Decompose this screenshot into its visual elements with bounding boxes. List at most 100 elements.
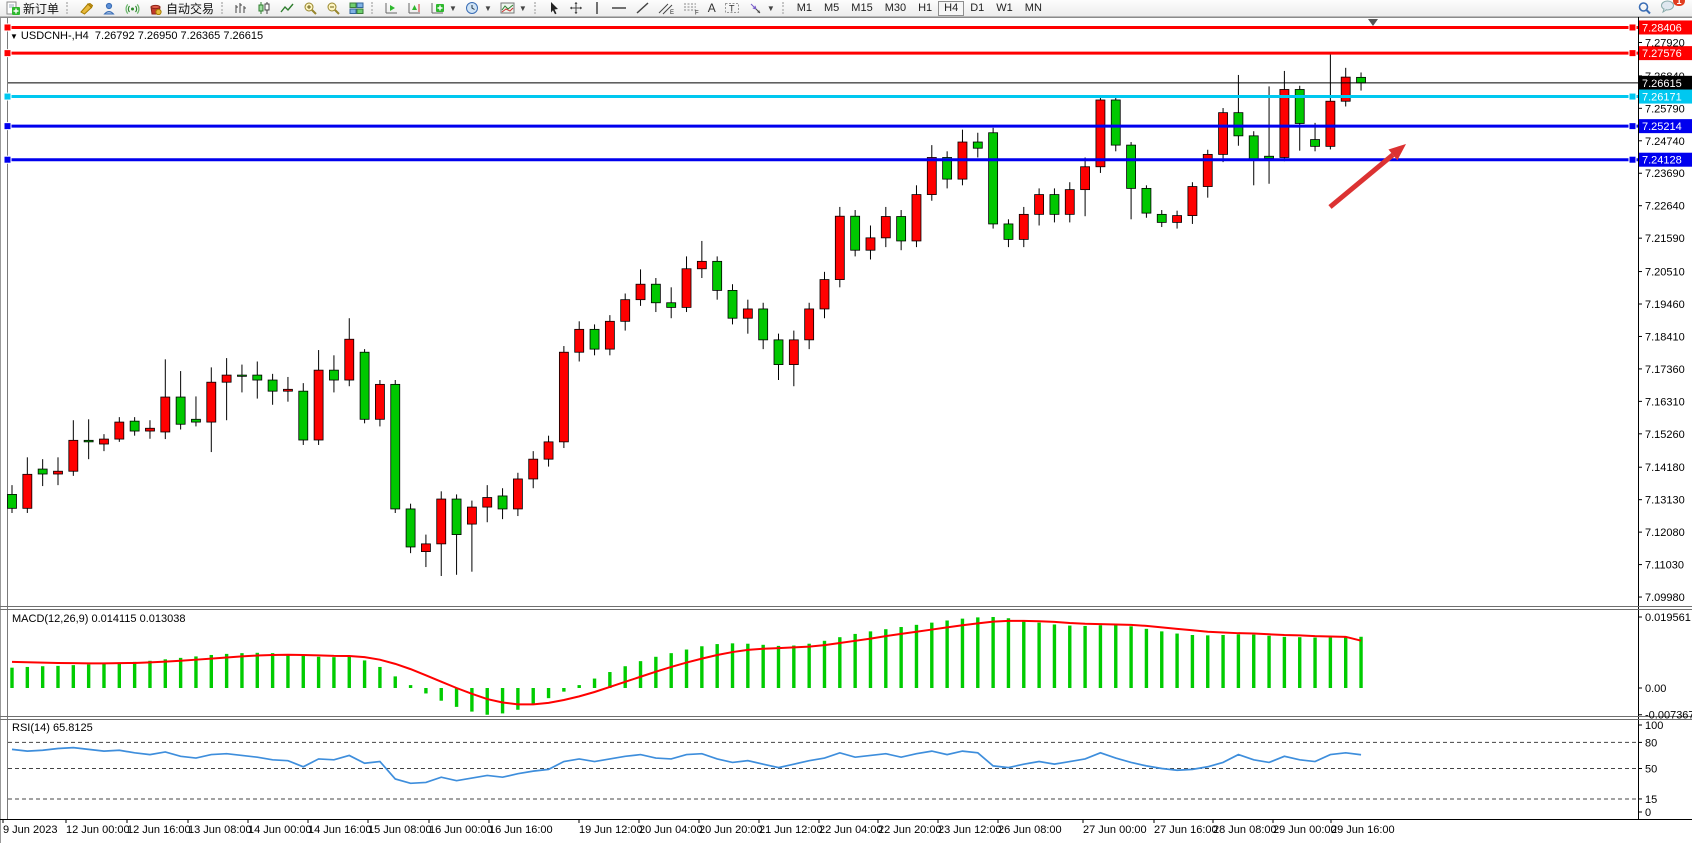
- candle[interactable]: [1110, 95, 1121, 152]
- candle[interactable]: [1156, 210, 1167, 228]
- tile-windows-button[interactable]: [345, 1, 368, 16]
- timeframe-m15[interactable]: M15: [845, 1, 878, 16]
- horizontal-line-object[interactable]: [3, 122, 1638, 131]
- timeframe-m5[interactable]: M5: [818, 1, 845, 16]
- candle[interactable]: [528, 451, 539, 489]
- indicators-button[interactable]: ▼: [426, 1, 461, 16]
- cursor-button[interactable]: [543, 1, 565, 16]
- candle[interactable]: [635, 269, 646, 306]
- candle[interactable]: [329, 355, 339, 393]
- autotrade-button[interactable]: 自动交易: [144, 1, 218, 16]
- candle[interactable]: [1018, 206, 1029, 248]
- line-handle[interactable]: [3, 23, 12, 32]
- timeframe-w1[interactable]: W1: [990, 1, 1019, 16]
- candle[interactable]: [666, 287, 677, 319]
- candle[interactable]: [359, 349, 370, 424]
- candle[interactable]: [390, 380, 401, 513]
- candle[interactable]: [1172, 210, 1182, 229]
- candle[interactable]: [405, 503, 416, 554]
- candle[interactable]: [1003, 219, 1014, 248]
- candle[interactable]: [206, 367, 217, 453]
- candle[interactable]: [451, 494, 462, 575]
- new-order-button[interactable]: 新订单: [2, 1, 63, 16]
- signals-button[interactable]: [121, 1, 144, 16]
- candle[interactable]: [926, 145, 937, 201]
- candle[interactable]: [512, 472, 523, 517]
- candle[interactable]: [175, 371, 186, 430]
- line-handle[interactable]: [1628, 23, 1637, 32]
- candle[interactable]: [436, 491, 447, 577]
- candle[interactable]: [145, 420, 155, 439]
- candle[interactable]: [727, 284, 738, 325]
- candle[interactable]: [1080, 157, 1090, 217]
- candle[interactable]: [558, 346, 569, 449]
- candle[interactable]: [99, 434, 109, 452]
- candle[interactable]: [497, 488, 508, 520]
- candle[interactable]: [22, 457, 33, 513]
- candle[interactable]: [114, 417, 125, 442]
- candle[interactable]: [988, 127, 999, 229]
- candle[interactable]: [298, 383, 309, 445]
- fibonacci-button[interactable]: F: [679, 1, 704, 16]
- styler-button[interactable]: [75, 1, 98, 16]
- candle[interactable]: [83, 419, 94, 460]
- arrow-object[interactable]: [1328, 144, 1406, 209]
- candle[interactable]: [604, 315, 615, 356]
- candle[interactable]: [1202, 149, 1213, 198]
- crosshair-button[interactable]: [565, 1, 587, 16]
- horizontal-line-object[interactable]: [3, 23, 1638, 32]
- candle[interactable]: [911, 185, 922, 248]
- candle[interactable]: [421, 534, 431, 568]
- candle[interactable]: [758, 302, 769, 350]
- candlestick-chart-button[interactable]: [253, 1, 276, 16]
- search-button[interactable]: [1633, 1, 1656, 16]
- candle[interactable]: [1141, 185, 1152, 218]
- candle[interactable]: [712, 256, 723, 300]
- text-label-button[interactable]: T: [720, 1, 744, 16]
- periods-button[interactable]: ▼: [461, 1, 496, 16]
- candle[interactable]: [37, 459, 48, 487]
- line-handle[interactable]: [3, 92, 12, 101]
- candle[interactable]: [574, 321, 585, 362]
- candle[interactable]: [1034, 188, 1045, 226]
- candle[interactable]: [1325, 53, 1336, 150]
- candle[interactable]: [543, 435, 554, 467]
- candle[interactable]: [972, 132, 983, 158]
- candle[interactable]: [160, 359, 171, 440]
- timeframe-d1[interactable]: D1: [964, 1, 990, 16]
- channel-button[interactable]: E: [654, 1, 679, 16]
- candle[interactable]: [696, 240, 707, 279]
- candle[interactable]: [1279, 70, 1290, 162]
- candle[interactable]: [1064, 182, 1075, 223]
- line-chart-button[interactable]: [276, 1, 299, 16]
- horizontal-line-object[interactable]: [3, 49, 1638, 58]
- horizontal-line-button[interactable]: [607, 1, 631, 16]
- timeframe-mn[interactable]: MN: [1019, 1, 1048, 16]
- candle[interactable]: [819, 271, 830, 319]
- candle[interactable]: [129, 417, 140, 436]
- candle[interactable]: [773, 333, 784, 381]
- line-handle[interactable]: [1628, 92, 1637, 101]
- candle[interactable]: [237, 364, 247, 393]
- candle[interactable]: [7, 485, 17, 513]
- timeframe-m30[interactable]: M30: [879, 1, 912, 16]
- candle[interactable]: [1049, 188, 1060, 223]
- line-handle[interactable]: [1628, 155, 1637, 164]
- candle[interactable]: [589, 324, 600, 356]
- candle[interactable]: [896, 210, 907, 251]
- timeframe-h1[interactable]: H1: [912, 1, 938, 16]
- line-handle[interactable]: [3, 122, 12, 131]
- candle[interactable]: [834, 206, 845, 288]
- candle[interactable]: [267, 373, 278, 405]
- zoom-in-button[interactable]: [299, 1, 322, 16]
- text-button[interactable]: A: [704, 1, 720, 16]
- candle[interactable]: [482, 485, 493, 523]
- candle[interactable]: [865, 225, 876, 260]
- templates-button[interactable]: ▼: [496, 1, 531, 16]
- candle[interactable]: [344, 318, 355, 387]
- candle[interactable]: [942, 151, 953, 189]
- timeframe-h4[interactable]: H4: [938, 0, 965, 16]
- line-handle[interactable]: [3, 155, 12, 164]
- candle[interactable]: [850, 210, 861, 257]
